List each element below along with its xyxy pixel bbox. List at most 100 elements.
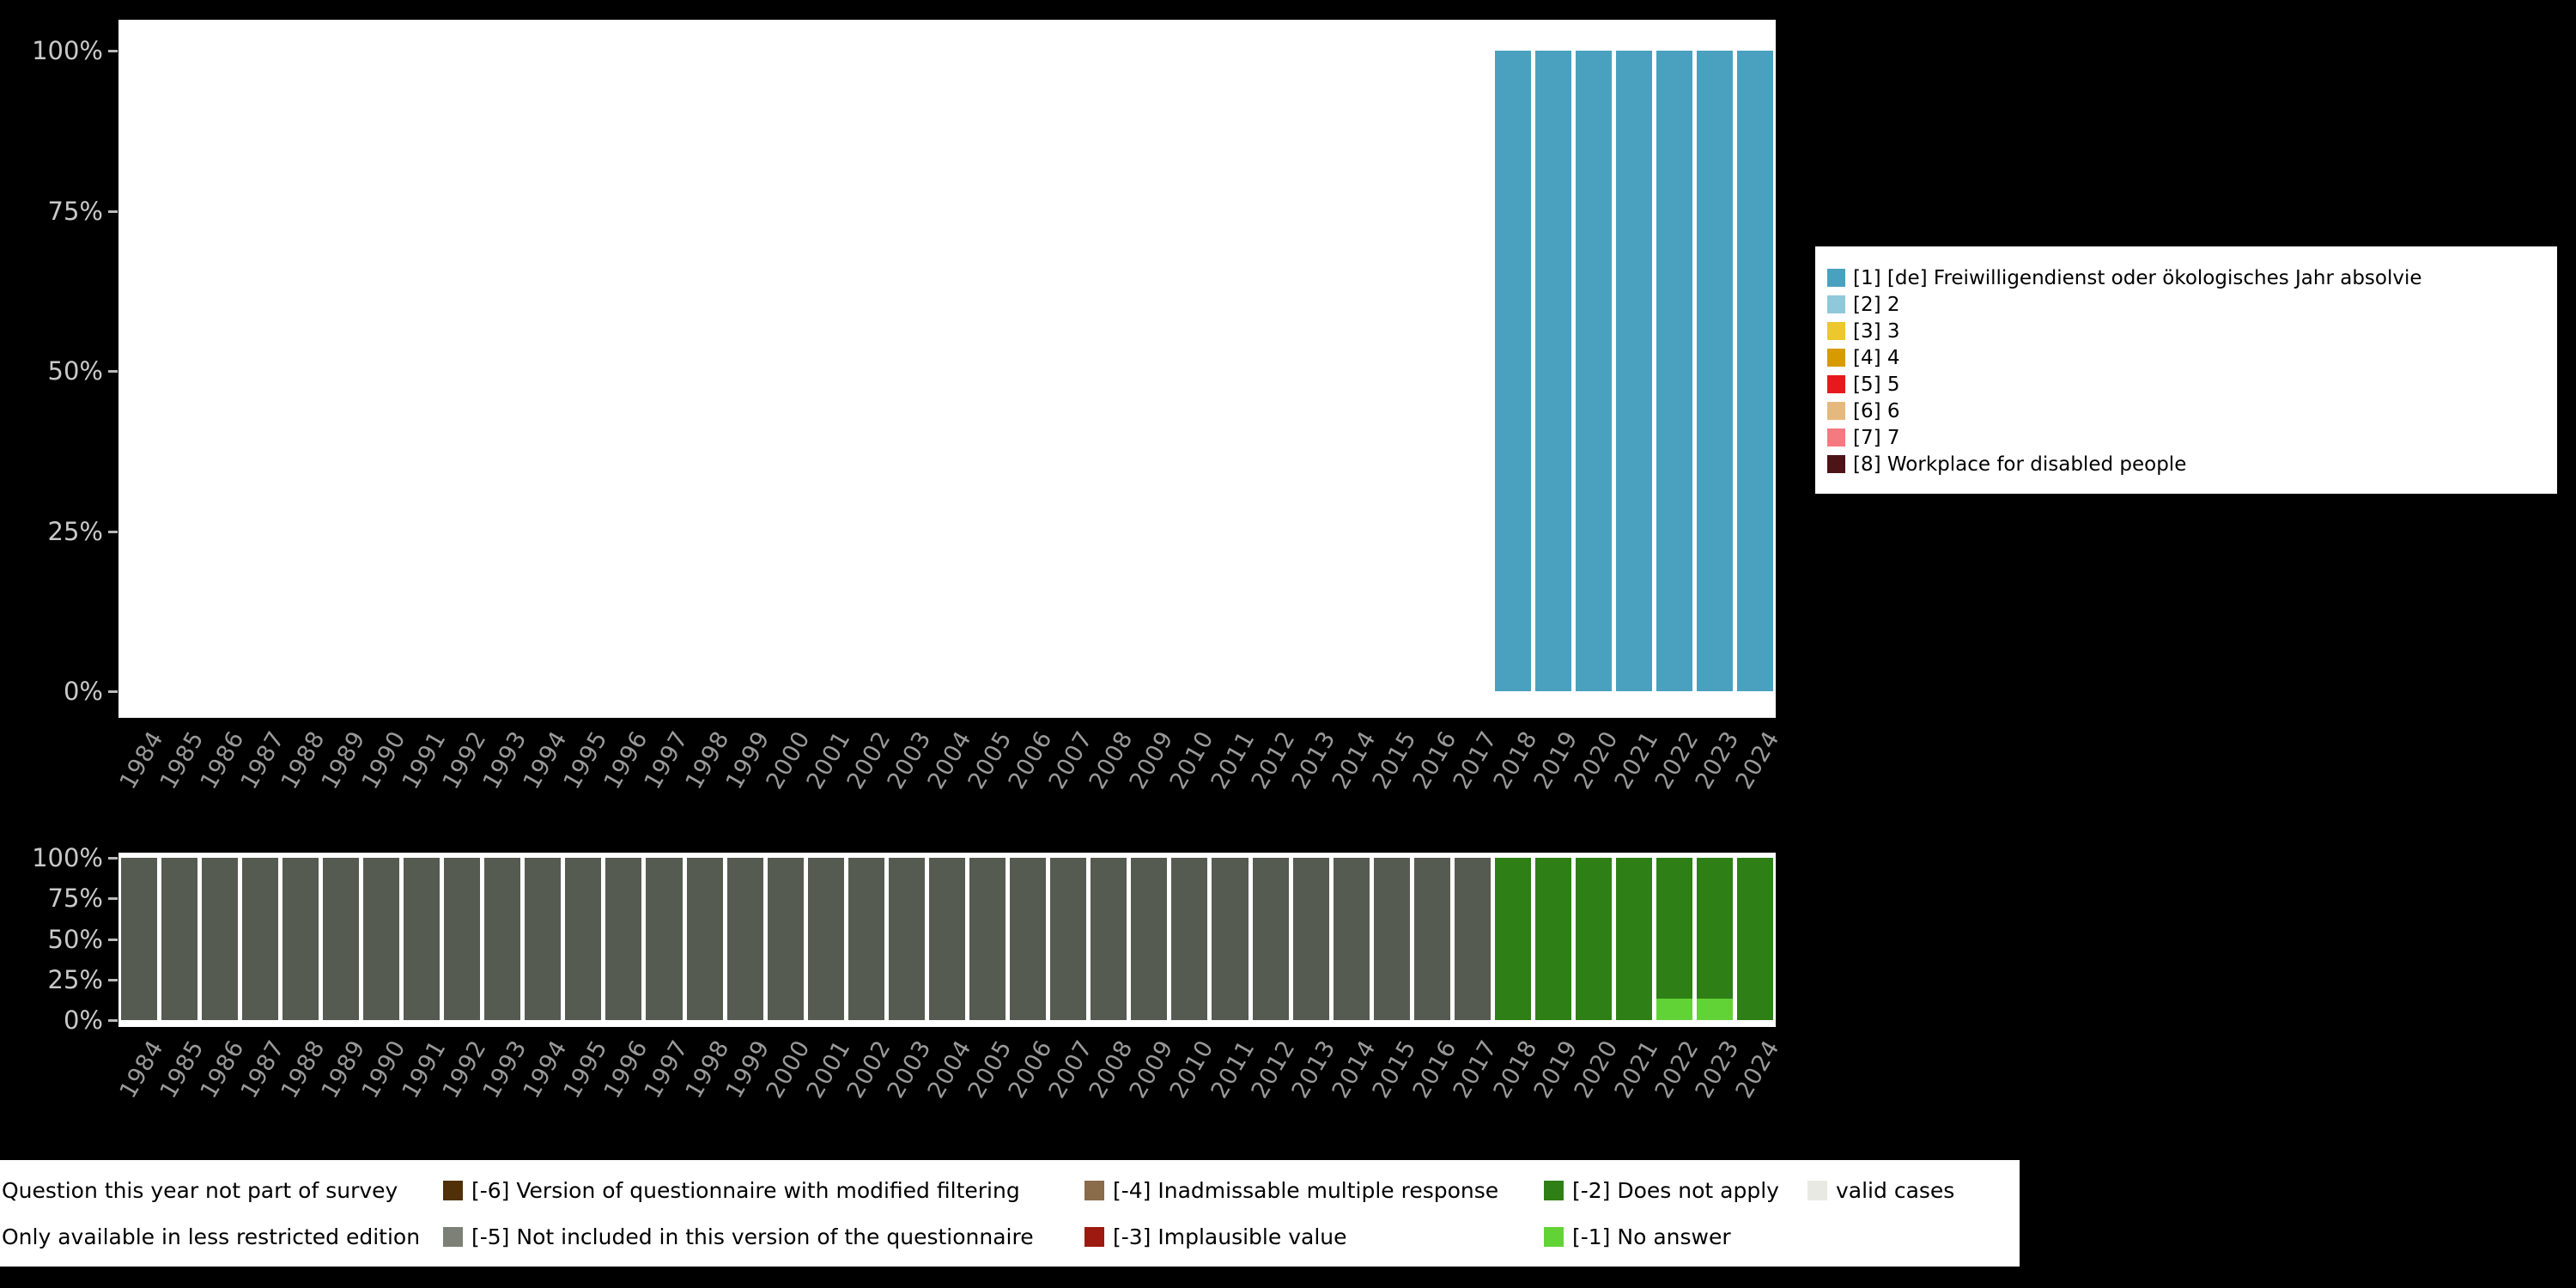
bar-segment-2001[interactable]	[807, 858, 844, 1020]
legend-label: valid cases	[1836, 1177, 1955, 1203]
missings-legend-item: [-4] Inadmissable multiple response	[1084, 1167, 1544, 1213]
legend-label: [6] 6	[1853, 399, 1900, 422]
missings-chart-plot	[118, 853, 1776, 1027]
bar-segment-2016[interactable]	[1413, 858, 1450, 1020]
category-legend: [1] [de] Freiwilligendienst oder ökologi…	[1815, 246, 2557, 494]
bar-segment-2009[interactable]	[1131, 858, 1168, 1020]
bar-segment-2023[interactable]	[1697, 999, 1734, 1020]
bar-segment-1998[interactable]	[686, 858, 723, 1020]
y-axis-tick	[108, 370, 118, 373]
bar-segment-2022[interactable]	[1656, 858, 1693, 999]
legend-label: [2] 2	[1853, 293, 1900, 316]
bar-segment-2012[interactable]	[1252, 858, 1289, 1020]
legend-item[interactable]: [7] 7	[1827, 424, 2557, 451]
bar-segment-2015[interactable]	[1373, 858, 1410, 1020]
legend-swatch	[1827, 402, 1845, 420]
legend-item[interactable]: [4] 4	[1827, 344, 2557, 371]
bar-segment-1999[interactable]	[726, 858, 763, 1020]
legend-label: [-6] Version of questionnaire with modif…	[471, 1177, 1020, 1203]
bar-segment-2018[interactable]	[1494, 51, 1532, 691]
y-axis-label: 100%	[32, 843, 103, 872]
bar-segment-2000[interactable]	[767, 858, 804, 1020]
legend-swatch	[1827, 428, 1845, 447]
legend-swatch	[1084, 1180, 1104, 1200]
bar-segment-1987[interactable]	[241, 858, 278, 1020]
y-axis-tick	[108, 857, 118, 860]
bar-segment-1994[interactable]	[525, 858, 562, 1020]
bar-segment-2014[interactable]	[1333, 858, 1370, 1020]
bar-segment-2019[interactable]	[1535, 858, 1572, 1020]
legend-item[interactable]: [8] Workplace for disabled people	[1827, 451, 2557, 477]
bar-segment-2008[interactable]	[1091, 858, 1127, 1020]
legend-swatch	[1827, 269, 1845, 287]
bar-segment-2003[interactable]	[888, 858, 925, 1020]
legend-label: [-2] Does not apply	[1572, 1177, 1779, 1203]
bar-segment-2020[interactable]	[1576, 858, 1613, 1020]
missings-legend-item: Only available in less restricted editio…	[0, 1213, 443, 1260]
legend-item[interactable]: [6] 6	[1827, 398, 2557, 424]
bar-segment-1988[interactable]	[282, 858, 319, 1020]
y-axis-label: 50%	[47, 356, 103, 386]
y-axis-tick	[108, 50, 118, 52]
bar-segment-2017[interactable]	[1454, 858, 1491, 1020]
bar-segment-2010[interactable]	[1171, 858, 1208, 1020]
legend-item[interactable]: [5] 5	[1827, 371, 2557, 398]
bar-segment-1989[interactable]	[322, 858, 359, 1020]
frequencies-chart-plot	[118, 20, 1776, 718]
bar-segment-2021[interactable]	[1616, 51, 1653, 691]
bar-segment-1986[interactable]	[201, 858, 238, 1020]
bar-segment-2018[interactable]	[1494, 858, 1532, 1020]
bar-segment-2022[interactable]	[1656, 999, 1693, 1020]
bar-segment-2024[interactable]	[1737, 51, 1774, 691]
bar-segment-1990[interactable]	[362, 858, 399, 1020]
bar-segment-2023[interactable]	[1697, 51, 1734, 691]
bar-segment-2013[interactable]	[1292, 858, 1329, 1020]
legend-item[interactable]: [3] 3	[1827, 318, 2557, 344]
legend-label: [4] 4	[1853, 346, 1900, 369]
bar-segment-1993[interactable]	[484, 858, 521, 1020]
bar-segment-2011[interactable]	[1212, 858, 1249, 1020]
y-axis-tick	[108, 530, 118, 533]
bar-segment-1996[interactable]	[605, 858, 642, 1020]
legend-swatch	[1544, 1226, 1564, 1247]
bar-segment-2004[interactable]	[928, 858, 966, 1020]
legend-label: [7] 7	[1853, 426, 1900, 449]
legend-label: [3] 3	[1853, 319, 1900, 343]
legend-label: Question this year not part of survey	[2, 1177, 398, 1203]
bar-segment-2005[interactable]	[969, 858, 1006, 1020]
bar-segment-1992[interactable]	[444, 858, 481, 1020]
bar-segment-2019[interactable]	[1535, 51, 1572, 691]
bar-segment-1984[interactable]	[120, 858, 157, 1020]
missings-legend-column: Question this year not part of survey Onl…	[0, 1167, 443, 1267]
bar-segment-2006[interactable]	[1010, 858, 1047, 1020]
y-axis-tick	[108, 690, 118, 693]
bar-segment-2002[interactable]	[848, 858, 884, 1020]
legend-label: [1] [de] Freiwilligendienst oder ökologi…	[1853, 266, 2422, 289]
y-axis-tick	[108, 897, 118, 901]
bar-segment-2020[interactable]	[1576, 51, 1613, 691]
bar-segment-2023[interactable]	[1697, 858, 1734, 999]
bar-segment-1997[interactable]	[646, 858, 683, 1020]
y-axis-label: 75%	[47, 196, 103, 226]
bar-segment-2021[interactable]	[1616, 858, 1653, 1020]
bar-segment-2024[interactable]	[1737, 858, 1774, 1020]
legend-swatch	[1544, 1180, 1564, 1200]
y-axis-label: 25%	[47, 964, 103, 994]
bar-segment-1985[interactable]	[161, 858, 197, 1020]
bar-segment-2007[interactable]	[1050, 858, 1087, 1020]
legend-item[interactable]: [2] 2	[1827, 291, 2557, 318]
y-axis-tick	[108, 210, 118, 213]
legend-label: [-3] Implausible value	[1113, 1224, 1347, 1249]
bar-segment-1991[interactable]	[404, 858, 440, 1020]
y-axis-label: 100%	[32, 36, 103, 65]
y-axis-label: 25%	[47, 516, 103, 546]
missings-legend-item: [-6] Version of questionnaire with modif…	[443, 1167, 1084, 1213]
missings-legend-item: [-3] Implausible value	[1084, 1213, 1544, 1260]
bar-segment-1995[interactable]	[565, 858, 602, 1020]
bar-segment-2022[interactable]	[1656, 51, 1693, 691]
missings-legend-item: [-1] No answer	[1544, 1213, 1807, 1260]
missings-legend-item: valid cases	[1807, 1167, 2020, 1213]
missings-legend-item: Question this year not part of survey	[0, 1167, 443, 1213]
legend-item[interactable]: [1] [de] Freiwilligendienst oder ökologi…	[1827, 264, 2557, 291]
